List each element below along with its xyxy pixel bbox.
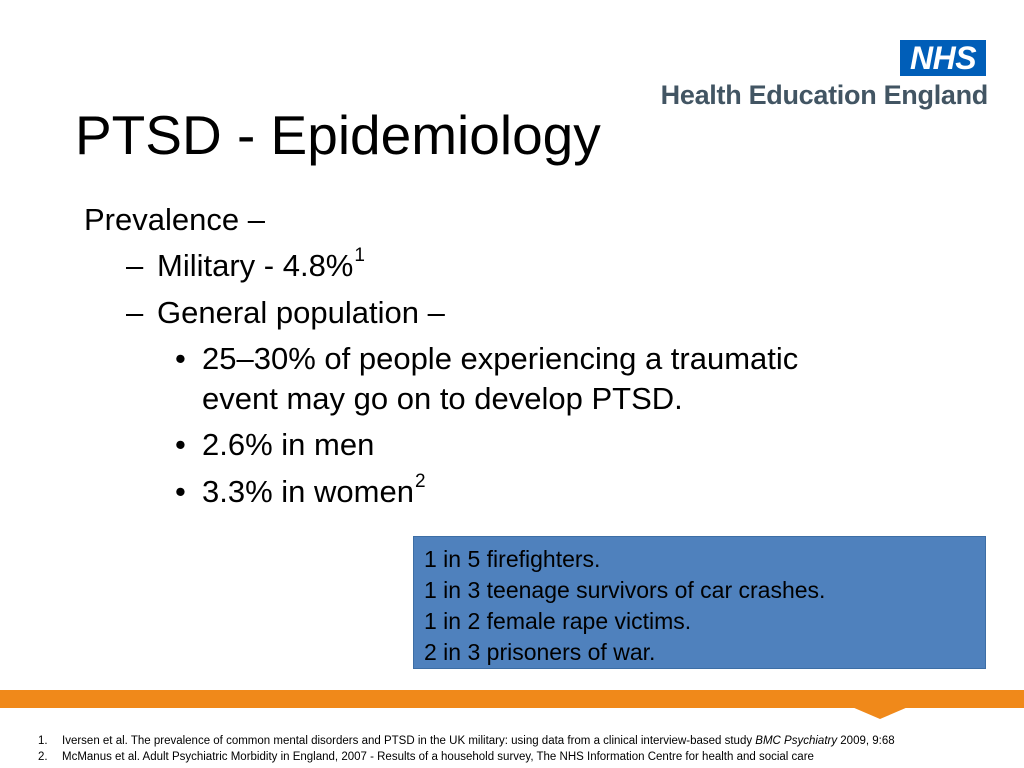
men-item: • 2.6% in men xyxy=(84,425,904,465)
footer-band xyxy=(0,690,1024,708)
footnote-1: 1. Iversen et al. The prevalence of comm… xyxy=(38,733,895,749)
trauma-text-line1: 25–30% of people experiencing a traumati… xyxy=(202,340,799,376)
trauma-item: • 25–30% of people experiencing a trauma… xyxy=(84,339,904,420)
bullet-marker: • xyxy=(175,427,186,463)
general-population-text: General population – xyxy=(157,294,445,330)
footnote-number: 1. xyxy=(38,735,48,747)
footnote-number: 2. xyxy=(38,751,48,763)
callout-line: 1 in 2 female rape victims. xyxy=(424,608,692,634)
organisation-name: Health Education England xyxy=(660,80,989,110)
footnotes: 1. Iversen et al. The prevalence of comm… xyxy=(38,733,895,765)
callout-line: 2 in 3 prisoners of war. xyxy=(424,639,656,665)
dash-marker: – xyxy=(126,248,144,284)
women-item: • 3.3% in women2 xyxy=(84,470,904,512)
statistics-callout-box: 1 in 5 firefighters. 1 in 3 teenage surv… xyxy=(413,536,986,669)
nhs-logo-badge: NHS xyxy=(900,40,986,76)
footnote-ref-2: 2 xyxy=(414,470,426,492)
footnote-ref-1: 1 xyxy=(354,245,365,267)
footer-band-notch xyxy=(852,707,908,719)
callout-line: 1 in 3 teenage survivors of car crashes. xyxy=(424,577,826,603)
military-text: Military - 4.8% xyxy=(157,248,354,284)
footnote-citation-tail: 2009, 9:68 xyxy=(837,735,895,747)
footnote-journal: BMC Psychiatry xyxy=(755,735,838,747)
prevalence-heading: Prevalence – xyxy=(84,202,265,237)
trauma-text-line2: event may go on to develop PTSD. xyxy=(202,381,683,417)
bullet-marker: • xyxy=(175,473,186,509)
nhs-hee-logo: NHS Health Education England xyxy=(636,40,988,112)
military-item: – Military - 4.8%1 xyxy=(84,245,904,286)
bullet-marker: • xyxy=(175,340,186,376)
women-text: 3.3% in women xyxy=(202,473,414,509)
general-population-item: – General population – xyxy=(84,293,904,333)
content-bullets: Prevalence – – Military - 4.8%1 – Genera… xyxy=(84,200,904,518)
footnote-text: McManus et al. Adult Psychiatric Morbidi… xyxy=(62,751,814,763)
footnote-text: Iversen et al. The prevalence of common … xyxy=(62,735,756,747)
callout-line: 1 in 5 firefighters. xyxy=(424,546,601,572)
men-text: 2.6% in men xyxy=(202,427,375,463)
slide-title: PTSD - Epidemiology xyxy=(75,104,601,166)
dash-marker: – xyxy=(126,294,144,330)
footnote-2: 2. McManus et al. Adult Psychiatric Morb… xyxy=(38,749,895,765)
